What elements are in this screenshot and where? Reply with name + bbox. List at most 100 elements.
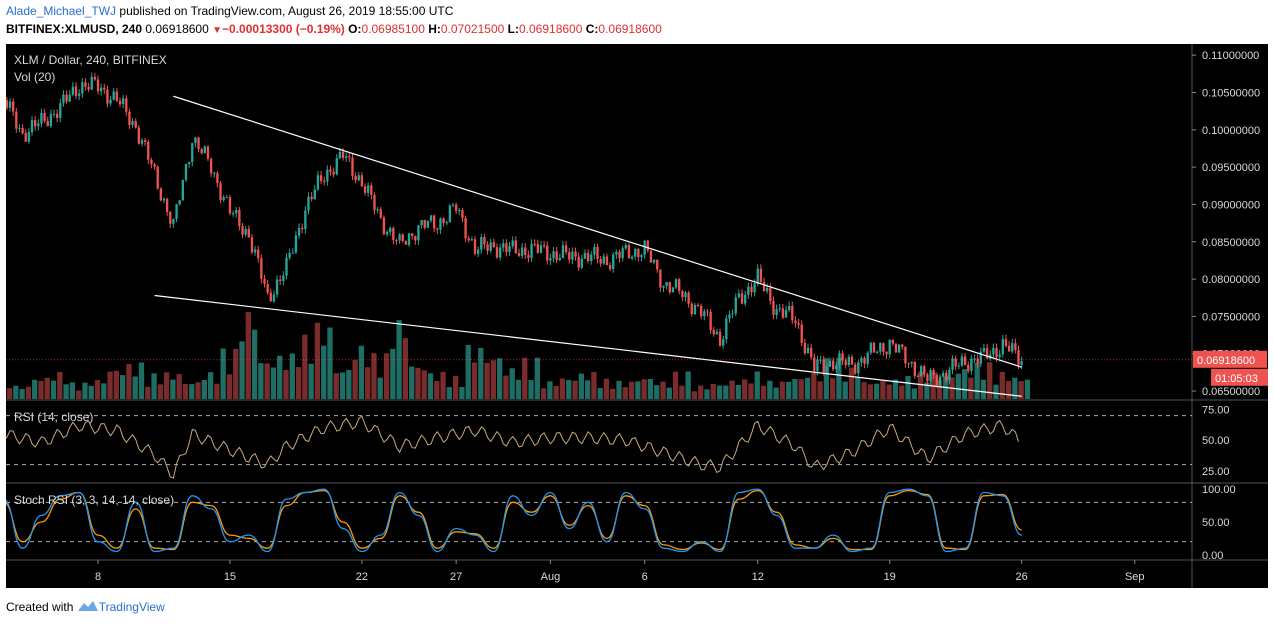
candle-body [71, 86, 75, 95]
candle-body [194, 137, 197, 144]
volume-bar [641, 379, 647, 399]
volume-bar [999, 371, 1005, 399]
candle-body [901, 344, 904, 347]
volume-bar [201, 379, 207, 399]
candle-body [414, 235, 417, 241]
candle-body [178, 200, 181, 205]
candle-body [498, 247, 502, 258]
candle-body [99, 87, 103, 92]
candle-body [627, 245, 631, 259]
author-link[interactable]: Alade_Michael_TWJ [6, 4, 117, 18]
candle-body [225, 197, 228, 199]
volume-bar [974, 362, 980, 399]
volume-bar [804, 377, 811, 399]
candle-body [301, 227, 304, 230]
candle-body [662, 285, 665, 288]
candle-body [831, 360, 835, 370]
volume-bar [189, 384, 195, 399]
volume-bar [597, 388, 603, 399]
candle-body [835, 365, 838, 370]
candle-body [580, 258, 583, 268]
volume-bar [377, 377, 383, 399]
candle-body [74, 86, 78, 96]
candle-body [231, 213, 235, 215]
candle-body [549, 258, 552, 261]
stoch-rsi-label: Stoch RSI (3, 3, 14, 14, close) [14, 493, 175, 507]
volume-bar [798, 379, 804, 399]
candle-body [96, 79, 100, 92]
volume-bar [672, 371, 679, 399]
candle-body [646, 240, 649, 251]
candle-body [140, 140, 144, 144]
volume-bar [792, 378, 798, 399]
candle-body [253, 249, 257, 253]
tradingview-logo[interactable]: TradingView [77, 600, 165, 614]
volume-bar [434, 380, 440, 399]
volume-bar [748, 383, 754, 399]
volume-bar [151, 373, 157, 399]
volume-bar [163, 372, 170, 399]
candle-body [206, 146, 210, 159]
candle-body [615, 251, 618, 255]
candle-body [165, 198, 169, 212]
candle-body [599, 259, 602, 264]
volume-bar [251, 329, 258, 399]
candle-body [838, 353, 841, 366]
volume-bar [371, 353, 377, 399]
price-tick-label: 0.06500000 [1202, 386, 1260, 398]
volume-bar [490, 360, 496, 399]
candle-body [963, 356, 967, 366]
candle-body [766, 287, 769, 292]
volume-bar [679, 385, 685, 399]
candle-body [857, 362, 860, 374]
chart-area[interactable]: 0.11000000 0.10500000 0.10000000 0.09500000… [6, 44, 1268, 588]
volume-bar [723, 385, 729, 399]
candle-body [907, 363, 910, 365]
candle-body [162, 198, 166, 201]
candle-body [43, 112, 46, 121]
volume-bar [145, 386, 151, 399]
volume-bar [157, 384, 163, 399]
volume-bar [264, 363, 270, 399]
volume-bar [270, 367, 277, 399]
candle-body [33, 120, 37, 127]
candle-body [740, 293, 744, 304]
high-label: H: [428, 22, 441, 36]
volume-bar [961, 369, 968, 399]
volume-bar [572, 380, 578, 399]
volume-bar [987, 362, 993, 399]
candle-body [395, 240, 398, 242]
candle-body [385, 231, 389, 235]
candle-body [875, 351, 879, 353]
volume-bar [924, 382, 930, 399]
candle-body [508, 246, 511, 253]
candle-body [398, 234, 401, 241]
candle-body [869, 343, 873, 353]
candle-body [564, 245, 568, 253]
stoch-tick-label: 50.00 [1202, 517, 1230, 529]
candle-body [731, 313, 734, 315]
volume-bar [383, 353, 390, 399]
volume-bar [415, 367, 421, 399]
candle-body [77, 93, 81, 96]
volume-bar [214, 383, 220, 399]
time-tick-label: Sep [1125, 571, 1145, 583]
candle-body [552, 251, 555, 259]
candle-body [131, 120, 134, 126]
candle-body [1017, 349, 1020, 365]
candle-body [555, 251, 558, 260]
volume-bar [113, 370, 119, 399]
candle-body [282, 275, 285, 281]
volume-bar [515, 379, 522, 399]
volume-bar [559, 378, 566, 399]
candle-body [659, 269, 662, 288]
candle-body [329, 169, 332, 172]
candle-body [825, 366, 829, 373]
volume-bar [591, 372, 597, 399]
candle-body [257, 249, 260, 259]
volume-bar [917, 371, 924, 399]
volume-bar [873, 383, 880, 399]
chart-canvas[interactable]: 0.11000000 0.10500000 0.10000000 0.09500000… [6, 44, 1268, 588]
candle-body [533, 243, 536, 245]
candle-body [454, 204, 458, 211]
